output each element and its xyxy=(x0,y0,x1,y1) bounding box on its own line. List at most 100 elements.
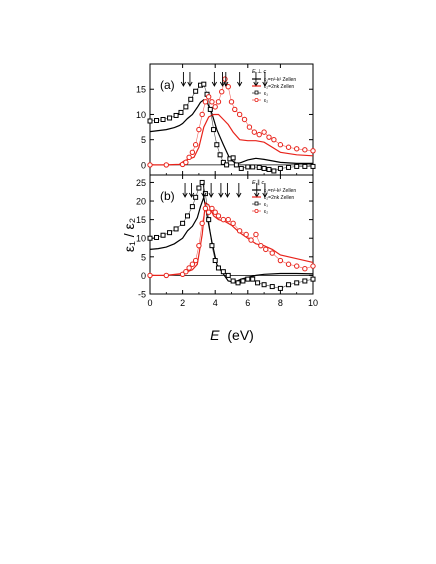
data-point-circle xyxy=(212,209,218,215)
data-point-square xyxy=(261,282,267,288)
data-point-square xyxy=(220,159,226,165)
data-point-square xyxy=(238,165,244,171)
legend-swatch-square xyxy=(254,201,259,206)
y-tick-label: 25 xyxy=(136,178,146,188)
data-point-circle xyxy=(253,231,259,238)
data-point-circle xyxy=(199,220,205,227)
y-tick-label: 20 xyxy=(136,197,146,207)
x-tick-label: 2 xyxy=(180,298,185,308)
data-point-square xyxy=(302,278,308,284)
data-point-square xyxy=(199,179,205,185)
data-point-circle xyxy=(285,261,292,267)
legend-label: ε₁=n²-k² Zellen xyxy=(264,77,296,83)
data-point-square xyxy=(225,272,231,278)
data-point-square xyxy=(211,127,217,133)
data-point-square xyxy=(167,230,173,236)
data-point-square xyxy=(167,115,173,121)
field-orientation-label: E ∥ c xyxy=(252,179,264,186)
peak-arrow-head xyxy=(187,81,193,87)
data-point-circle xyxy=(243,231,249,238)
data-point-square xyxy=(207,106,213,112)
data-point-square xyxy=(201,81,207,87)
data-point-circle xyxy=(192,257,199,264)
x-tick-label: 10 xyxy=(308,298,318,308)
data-point-circle xyxy=(225,216,231,223)
data-point-square xyxy=(277,165,283,171)
data-point-circle xyxy=(271,136,277,143)
data-point-circle xyxy=(205,209,212,215)
data-point-square xyxy=(160,232,166,238)
data-point-circle xyxy=(277,257,284,264)
peak-arrow-head xyxy=(211,81,217,87)
panel-label: (a) xyxy=(160,78,175,92)
data-point-circle xyxy=(186,154,192,161)
data-point-circle xyxy=(294,263,300,269)
y-tick-label: -5 xyxy=(138,290,146,300)
peak-arrow-head xyxy=(223,81,229,87)
data-point-square xyxy=(286,282,292,288)
series-line xyxy=(149,99,313,165)
y-tick-label: 10 xyxy=(136,110,146,120)
data-point-square xyxy=(215,265,221,271)
legend-label: ε₂ xyxy=(264,209,268,215)
data-point-square xyxy=(189,204,195,210)
data-point-circle xyxy=(277,142,284,148)
data-point-circle xyxy=(258,242,264,249)
x-tick-label: 0 xyxy=(147,298,152,308)
y-tick-label: 5 xyxy=(141,252,146,262)
data-point-square xyxy=(214,142,220,148)
data-point-circle xyxy=(228,99,235,105)
y-tick-label: 10 xyxy=(136,234,146,244)
data-point-square xyxy=(255,280,261,286)
data-point-circle xyxy=(186,265,192,271)
data-point-square xyxy=(245,164,251,170)
data-point-square xyxy=(256,164,262,170)
data-point-square xyxy=(173,226,179,232)
data-point-square xyxy=(310,276,316,282)
data-point-square xyxy=(212,258,218,264)
legend-label: ε₂ xyxy=(264,98,268,104)
legend-label: ε₁ xyxy=(264,91,268,97)
data-point-circle xyxy=(219,89,225,95)
data-point-circle xyxy=(212,104,218,110)
data-point-circle xyxy=(263,246,269,253)
data-point-circle xyxy=(251,129,258,135)
data-point-square xyxy=(235,280,241,286)
data-point-square xyxy=(154,118,160,124)
data-point-square xyxy=(294,280,300,286)
data-point-circle xyxy=(269,250,275,256)
data-point-square xyxy=(217,152,223,158)
data-point-circle xyxy=(199,111,205,118)
x-axis-label-unit: (eV) xyxy=(227,327,253,343)
peak-arrow-head xyxy=(236,192,242,198)
data-point-circle xyxy=(196,126,202,133)
data-point-circle xyxy=(163,162,170,168)
data-point-square xyxy=(178,109,184,115)
data-point-circle xyxy=(205,94,212,100)
data-point-circle xyxy=(215,99,222,105)
data-point-square xyxy=(230,155,236,161)
data-point-square xyxy=(147,118,153,124)
data-point-square xyxy=(188,96,194,102)
legend-swatch-circle xyxy=(254,98,259,103)
data-point-square xyxy=(266,166,272,172)
legend-label: ε₂=2nk Zellen xyxy=(264,195,294,201)
data-point-circle xyxy=(220,216,227,223)
data-point-square xyxy=(271,168,277,174)
data-point-circle xyxy=(147,162,153,168)
x-tick-label: 4 xyxy=(213,298,218,308)
data-point-circle xyxy=(183,268,189,275)
data-point-circle xyxy=(236,111,243,118)
data-point-square xyxy=(173,112,179,118)
y-tick-label: 15 xyxy=(136,85,146,95)
data-point-circle xyxy=(310,148,316,154)
data-point-square xyxy=(286,164,292,170)
legend-swatch-circle xyxy=(254,208,259,213)
y-tick-label: 15 xyxy=(136,215,146,225)
y-axis-label: ε₁ / ε₂ xyxy=(121,218,137,252)
data-point-square xyxy=(310,163,316,169)
data-point-circle xyxy=(222,76,228,82)
data-point-circle xyxy=(215,213,222,219)
